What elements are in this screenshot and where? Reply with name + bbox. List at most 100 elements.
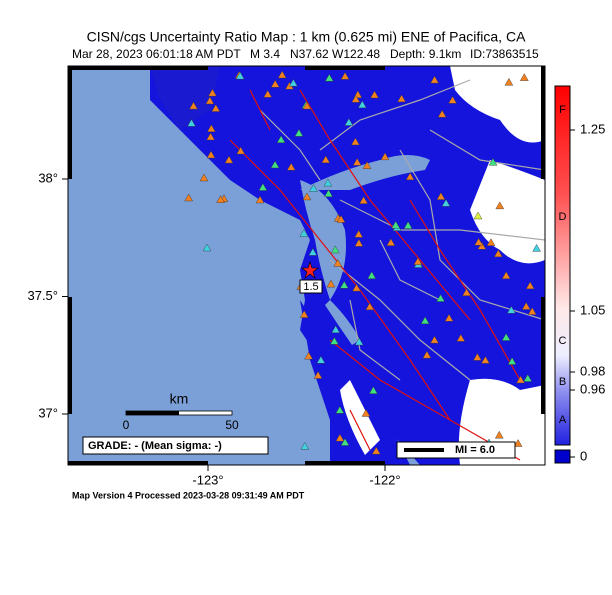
colorbar-tick-label: 1.05 <box>580 302 605 317</box>
station <box>359 196 368 204</box>
station <box>255 195 265 204</box>
lat-tick-label: 37.5° <box>27 288 58 303</box>
station <box>430 335 439 344</box>
station <box>263 89 273 98</box>
station <box>339 280 349 289</box>
station <box>477 241 487 250</box>
station <box>324 189 333 197</box>
lon-tick-label: -123° <box>192 472 223 487</box>
colorbar-letter: F <box>559 104 566 116</box>
station <box>351 137 360 146</box>
station <box>352 157 362 166</box>
station <box>367 271 377 279</box>
station <box>299 310 309 318</box>
mi-legend-box <box>396 441 516 459</box>
station <box>422 350 432 359</box>
station <box>321 155 331 164</box>
station <box>286 162 296 171</box>
event-depth: Depth: 9.1km <box>390 47 461 61</box>
station <box>326 279 336 288</box>
station <box>473 353 482 361</box>
station <box>430 75 439 84</box>
station <box>523 374 533 382</box>
station <box>313 371 323 379</box>
station <box>316 355 326 364</box>
station <box>519 73 529 81</box>
station <box>352 283 361 292</box>
station <box>486 238 496 246</box>
station <box>302 101 312 110</box>
station <box>331 325 341 334</box>
epicenter-label: 1.5 <box>303 281 318 293</box>
bay <box>300 180 346 300</box>
colorbar-letter: C <box>559 335 567 347</box>
station <box>357 100 367 109</box>
station <box>308 248 318 256</box>
event-magnitude: M 3.4 <box>250 47 280 61</box>
station <box>340 438 350 446</box>
station <box>403 221 413 229</box>
station <box>462 288 471 296</box>
station <box>206 132 215 141</box>
station <box>187 118 196 127</box>
colorbar-letter: A <box>559 414 567 426</box>
station <box>532 243 541 252</box>
station <box>335 405 345 414</box>
station <box>199 173 209 182</box>
uncovered-area <box>340 380 380 455</box>
station <box>211 104 221 112</box>
station <box>437 109 447 118</box>
station <box>216 195 225 203</box>
station <box>336 215 346 223</box>
station <box>324 73 334 82</box>
footer: Map Version 4 Processed 2023-03-28 09:31… <box>72 490 305 500</box>
station <box>302 192 312 201</box>
bay <box>300 155 430 190</box>
station <box>351 94 361 103</box>
event-date: Mar 28, 2023 06:01:18 AM PDT <box>72 47 241 61</box>
colorbar <box>554 85 571 446</box>
station <box>481 355 490 364</box>
station <box>444 313 454 322</box>
station <box>236 146 246 155</box>
land <box>300 300 410 465</box>
station <box>506 305 516 314</box>
station <box>258 183 268 191</box>
station <box>507 357 517 365</box>
station <box>405 172 415 181</box>
lat-tick-label: 38° <box>38 170 58 185</box>
scale-unit: km <box>170 391 189 407</box>
bay <box>325 300 360 345</box>
station <box>380 152 390 161</box>
colorbar-tick-label: 0.96 <box>580 381 605 396</box>
station <box>361 409 371 417</box>
scale-label: 50 <box>225 418 239 432</box>
station <box>413 257 423 265</box>
event-id: ID:73863515 <box>470 47 539 61</box>
station <box>333 258 343 267</box>
station <box>330 245 340 254</box>
station <box>371 446 381 455</box>
station <box>344 118 354 126</box>
stations <box>184 70 541 455</box>
station <box>501 271 511 279</box>
station <box>448 95 457 104</box>
station <box>289 78 298 87</box>
station <box>365 302 375 311</box>
station <box>527 307 537 315</box>
station <box>420 316 430 325</box>
station <box>391 220 401 229</box>
station <box>495 201 505 210</box>
map-title: CISN/cgs Uncertainty Ratio Map : 1 km (0… <box>87 29 526 45</box>
station <box>493 249 503 258</box>
station <box>224 155 234 164</box>
epicenter-label-box <box>299 279 323 294</box>
land <box>150 66 545 465</box>
colorbar-tick-label: 0 <box>580 448 587 463</box>
station <box>276 135 286 143</box>
station <box>189 101 198 110</box>
station <box>184 193 194 202</box>
station <box>456 333 466 342</box>
faults <box>229 89 521 461</box>
